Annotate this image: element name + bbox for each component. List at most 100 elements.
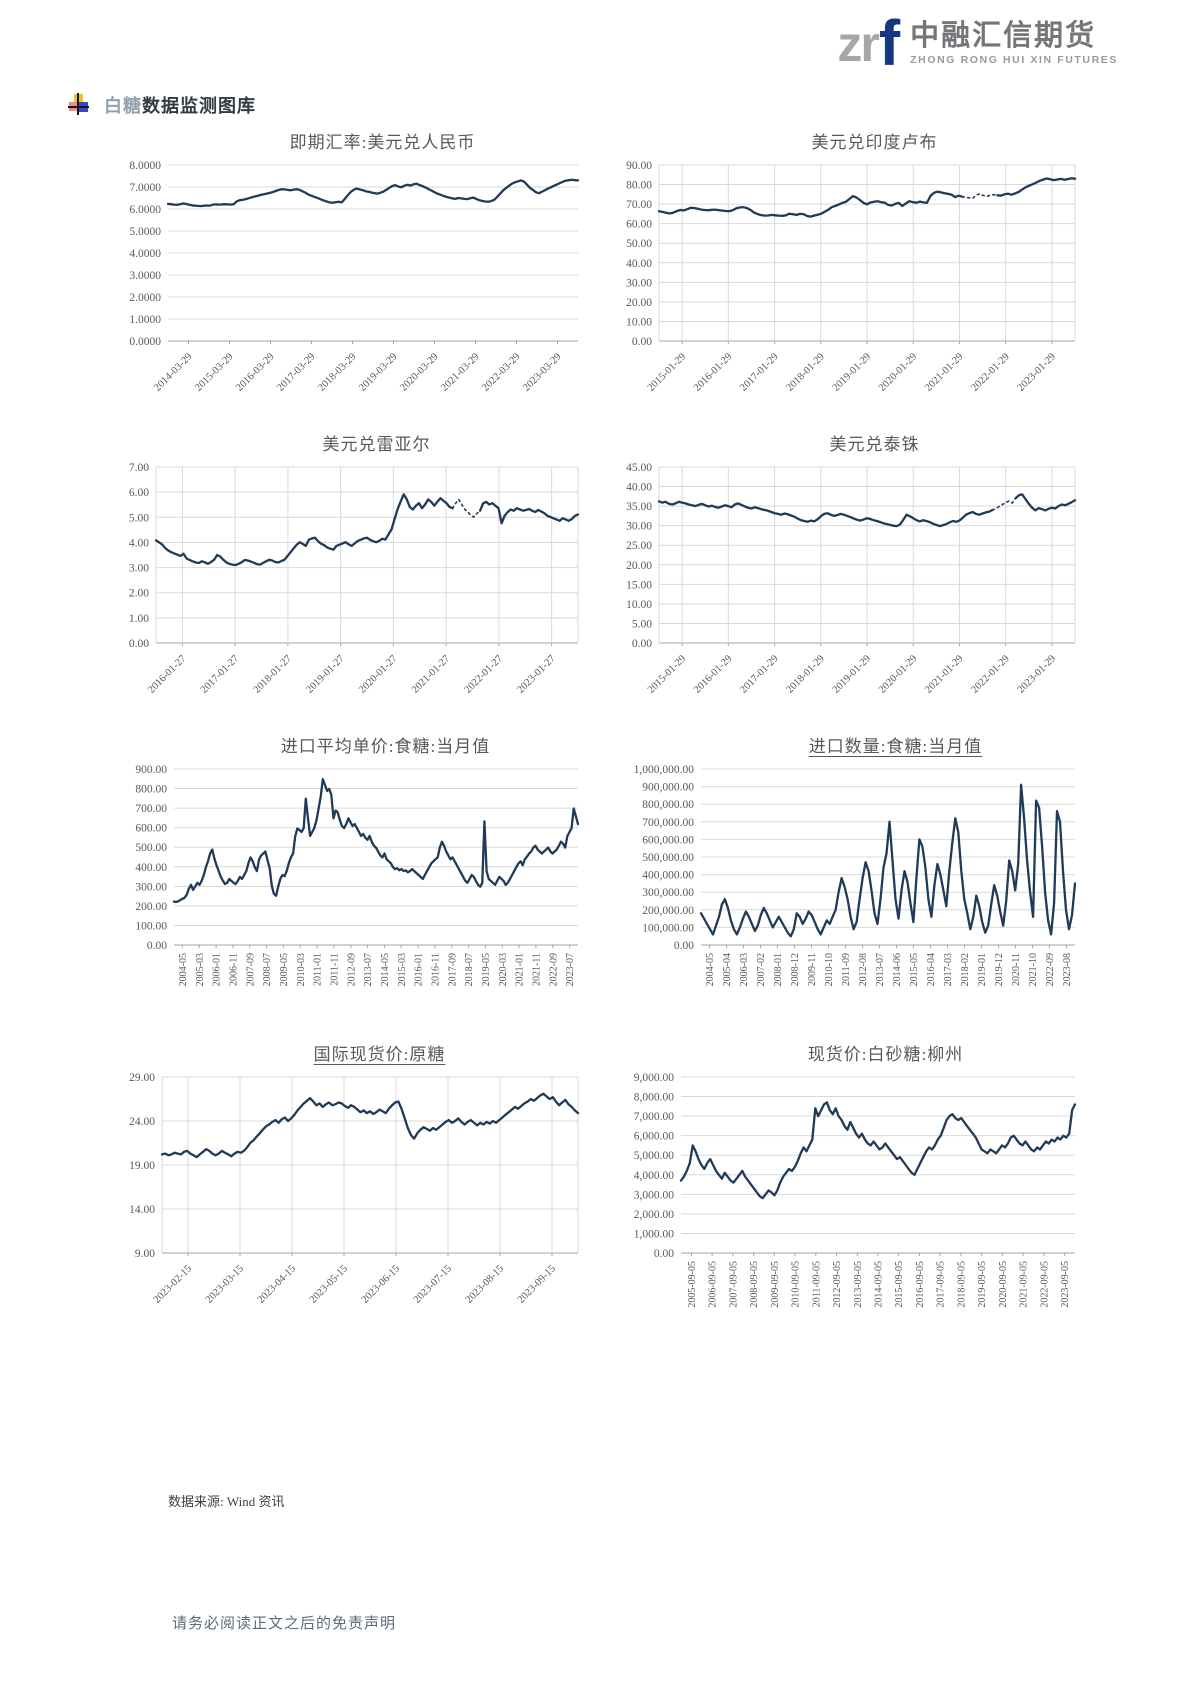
- svg-text:7,000.00: 7,000.00: [634, 1111, 675, 1123]
- svg-text:3.0000: 3.0000: [129, 270, 161, 282]
- svg-text:2023-01-29: 2023-01-29: [1016, 351, 1058, 393]
- svg-text:6.00: 6.00: [129, 487, 149, 499]
- svg-text:4.0000: 4.0000: [129, 248, 161, 260]
- svg-text:2020-01-27: 2020-01-27: [357, 653, 399, 695]
- svg-text:0.00: 0.00: [632, 638, 652, 650]
- svg-text:2020-09-05: 2020-09-05: [998, 1261, 1009, 1308]
- svg-text:9.00: 9.00: [135, 1248, 155, 1260]
- bullet-marker-icon: [68, 93, 90, 117]
- svg-text:2016-01-29: 2016-01-29: [692, 351, 734, 393]
- svg-text:1,000.00: 1,000.00: [634, 1228, 675, 1240]
- logo-company-name-cn: 中融汇信期货: [910, 20, 1097, 52]
- svg-text:2004-05: 2004-05: [705, 953, 716, 986]
- svg-text:2017-01-29: 2017-01-29: [738, 351, 780, 393]
- company-logo: zr f 中融汇信期货 ZHONG RONG HUI XIN FUTURES: [837, 11, 1118, 75]
- svg-text:2008-07: 2008-07: [262, 953, 273, 986]
- svg-text:2005-09-05: 2005-09-05: [687, 1261, 698, 1308]
- svg-text:2004-05: 2004-05: [178, 953, 189, 986]
- chart-cell-6: 国际现货价:原糖 9.00 14.00 19.00 24.00 29.00 2023-02-…: [112, 1040, 609, 1342]
- svg-text:5,000.00: 5,000.00: [634, 1150, 675, 1162]
- svg-text:2014-03-29: 2014-03-29: [152, 351, 194, 393]
- chart-cell-0: 即期汇率:美元兑人民币 0.0000 1.0000 2.0000 3.0000 4.000…: [112, 128, 609, 424]
- svg-text:100.00: 100.00: [135, 920, 167, 932]
- svg-text:2021-09-05: 2021-09-05: [1019, 1261, 1030, 1308]
- svg-text:2017-09-05: 2017-09-05: [936, 1261, 947, 1308]
- svg-text:2017-09: 2017-09: [447, 953, 458, 986]
- svg-text:2023-03-29: 2023-03-29: [521, 351, 563, 393]
- svg-text:2010-03: 2010-03: [296, 953, 307, 986]
- chart-title: 即期汇率:美元兑人民币: [289, 133, 476, 152]
- svg-text:2015-03-29: 2015-03-29: [193, 351, 235, 393]
- svg-text:2014-05: 2014-05: [380, 953, 391, 986]
- svg-text:10.00: 10.00: [626, 316, 652, 328]
- svg-text:2008-09-05: 2008-09-05: [749, 1261, 760, 1308]
- svg-text:2006-03: 2006-03: [739, 953, 750, 986]
- svg-text:2015-01-29: 2015-01-29: [646, 351, 688, 393]
- page-title-prefix: 白糖: [104, 96, 142, 116]
- svg-text:2016-01-29: 2016-01-29: [692, 653, 734, 695]
- chart-title: 美元兑印度卢布: [811, 133, 938, 152]
- svg-text:2016-04: 2016-04: [926, 953, 937, 986]
- chart-title: 美元兑雷亚尔: [322, 435, 431, 454]
- chart-cell-5: 进口数量:食糖:当月值 0.00 100,000.00 200,000.00 300,0…: [609, 732, 1102, 1034]
- chart-title: 国际现货价:原糖: [313, 1045, 446, 1064]
- svg-text:40.00: 40.00: [626, 258, 652, 270]
- chart-plot: 0.00 10.00 20.00 30.00 40.00 50.00 60.00 70.00 8…: [626, 160, 1077, 394]
- svg-text:20.00: 20.00: [626, 297, 652, 309]
- svg-text:2018-03-29: 2018-03-29: [316, 351, 358, 393]
- page-heading: 白糖数据监测图库: [68, 92, 256, 118]
- svg-text:70.00: 70.00: [626, 199, 652, 211]
- logo-zr-letters: zr: [837, 16, 879, 72]
- chart-title: 进口数量:食糖:当月值: [808, 737, 983, 756]
- svg-text:0.00: 0.00: [147, 940, 167, 952]
- svg-text:2021-01: 2021-01: [515, 953, 526, 986]
- svg-text:500,000.00: 500,000.00: [642, 852, 694, 864]
- svg-text:2016-03-29: 2016-03-29: [234, 351, 276, 393]
- svg-text:45.00: 45.00: [626, 462, 652, 474]
- svg-text:2011-01: 2011-01: [313, 953, 324, 986]
- chart-plot: 0.00 1,000.00 2,000.00 3,000.00 4,000.00 5,00…: [634, 1072, 1077, 1308]
- svg-text:2021-01-27: 2021-01-27: [410, 653, 452, 695]
- svg-text:2007-02: 2007-02: [756, 953, 767, 986]
- svg-text:2005-04: 2005-04: [722, 953, 733, 986]
- svg-text:2022-09: 2022-09: [548, 953, 559, 986]
- chart-plot: 0.00 1.00 2.00 3.00 4.00 5.00 6.00 7.00 2016-01-…: [129, 462, 580, 696]
- svg-text:29.00: 29.00: [129, 1072, 155, 1084]
- svg-text:5.00: 5.00: [129, 512, 149, 524]
- svg-text:900.00: 900.00: [135, 764, 167, 776]
- svg-text:2023-07: 2023-07: [565, 953, 576, 986]
- charts-grid: 即期汇率:美元兑人民币 0.0000 1.0000 2.0000 3.0000 4.000…: [112, 128, 1102, 1348]
- chart-plot: 0.0000 1.0000 2.0000 3.0000 4.0000 5.0000 6.00…: [129, 160, 580, 394]
- svg-text:60.00: 60.00: [626, 219, 652, 231]
- svg-text:4.00: 4.00: [129, 537, 149, 549]
- svg-text:35.00: 35.00: [626, 501, 652, 513]
- svg-text:200.00: 200.00: [135, 901, 167, 913]
- svg-text:9,000.00: 9,000.00: [634, 1072, 675, 1084]
- svg-text:2016-11: 2016-11: [430, 953, 441, 986]
- svg-text:700,000.00: 700,000.00: [642, 817, 694, 829]
- svg-text:2015-09-05: 2015-09-05: [894, 1261, 905, 1308]
- svg-text:2.00: 2.00: [129, 588, 149, 600]
- svg-text:2023-08: 2023-08: [1062, 953, 1073, 986]
- svg-text:800.00: 800.00: [135, 784, 167, 796]
- svg-text:2023-08-15: 2023-08-15: [464, 1263, 506, 1305]
- svg-text:600,000.00: 600,000.00: [642, 834, 694, 846]
- svg-text:2012-08: 2012-08: [858, 953, 869, 986]
- svg-text:90.00: 90.00: [626, 160, 652, 172]
- svg-text:6.0000: 6.0000: [129, 204, 161, 216]
- chart-cell-2: 美元兑雷亚尔 0.00 1.00 2.00 3.00 4.00 5.00 6.00 7.00 20…: [112, 430, 609, 726]
- chart-plot: 0.00 100,000.00 200,000.00 300,000.00 400,00…: [634, 764, 1077, 986]
- svg-text:3.00: 3.00: [129, 563, 149, 575]
- svg-text:2022-01-27: 2022-01-27: [463, 653, 505, 695]
- svg-text:2015-01-29: 2015-01-29: [646, 653, 688, 695]
- svg-text:2019-01-29: 2019-01-29: [831, 351, 873, 393]
- svg-text:2019-01-29: 2019-01-29: [831, 653, 873, 695]
- svg-text:2023-01-29: 2023-01-29: [1016, 653, 1058, 695]
- svg-text:6,000.00: 6,000.00: [634, 1131, 675, 1143]
- svg-text:2022-09: 2022-09: [1045, 953, 1056, 986]
- svg-text:800,000.00: 800,000.00: [642, 799, 694, 811]
- svg-text:300,000.00: 300,000.00: [642, 887, 694, 899]
- svg-text:7.0000: 7.0000: [129, 182, 161, 194]
- svg-text:2012-09: 2012-09: [346, 953, 357, 986]
